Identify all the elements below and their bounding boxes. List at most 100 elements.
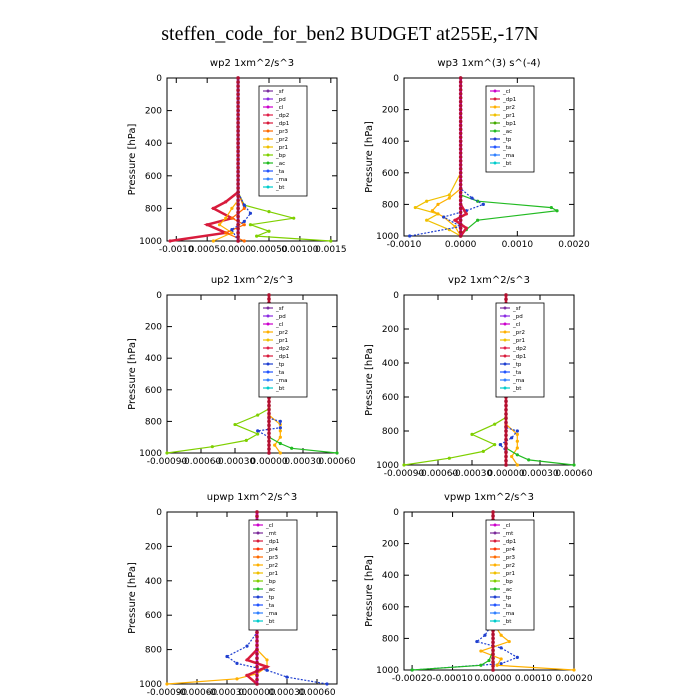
legend-marker [493, 555, 497, 559]
panel-6: vpwp 1xm^2/s^3 0 200 400 600 800 1000-0.00020-… [364, 492, 593, 684]
series-point-zero [236, 202, 240, 207]
series-point-zero [504, 403, 508, 408]
legend-marker [266, 105, 270, 109]
legend-marker [266, 121, 270, 125]
legend-marker [266, 169, 270, 173]
legend-marker [266, 113, 270, 117]
series-point-zero [236, 88, 240, 93]
legend-box [258, 302, 308, 398]
series-point-bp [210, 445, 214, 449]
series-point-dp1 [453, 218, 457, 222]
series-point-zero [458, 178, 463, 183]
x-tick-label: 0.00000 [474, 674, 511, 684]
x-tick-label: -0.00020 [392, 674, 433, 684]
legend-label: _pr2 [275, 330, 288, 336]
series-point-zero [458, 214, 463, 219]
series-point-zero [504, 424, 508, 429]
series-point-zero [491, 668, 495, 672]
legend-label: _cl [275, 322, 284, 328]
x-tick-label: -0.00030 [215, 457, 256, 467]
series-point-pr3 [230, 216, 234, 220]
series-point-pr2 [165, 682, 169, 686]
legend-label: _bt [502, 161, 512, 167]
legend-label: _bt [265, 619, 275, 625]
legend-label: _pr4 [265, 547, 279, 553]
series-point-zero [458, 135, 463, 140]
series-point-tp [483, 633, 487, 637]
series-point-tp [242, 203, 246, 207]
series-point-pr1 [425, 218, 429, 222]
series-point-pr2 [224, 216, 228, 220]
legend-marker [256, 563, 260, 567]
series-point-pr2 [278, 451, 282, 455]
y-tick-label: 400 [382, 571, 399, 581]
y-tick-label: 1000 [139, 449, 162, 459]
series-point-pr2 [436, 202, 440, 206]
series-point-tp [498, 443, 502, 447]
legend-marker [493, 523, 497, 527]
series-point-zero [255, 639, 259, 643]
legend-box [258, 85, 308, 197]
legend-marker [266, 362, 270, 366]
legend-label: _sf [275, 306, 285, 312]
series-point-ac [278, 441, 282, 446]
y-tick-label: 0 [393, 74, 399, 84]
series-point-zero [504, 293, 508, 297]
legend-label: _pr2 [265, 563, 278, 569]
legend-label: _pr2 [512, 330, 525, 336]
legend-marker [503, 354, 507, 358]
legend-marker [503, 306, 507, 310]
series-point-zero [458, 190, 463, 195]
legend-label: _ta [265, 603, 274, 609]
series-point-zero [236, 190, 240, 194]
series-point-zero [236, 206, 240, 211]
series-point-pr2 [510, 454, 514, 459]
series-point-zero [255, 660, 259, 665]
legend-marker [493, 547, 497, 551]
x-tick-label: -0.00060 [418, 469, 459, 479]
series-point-pr1 [425, 199, 429, 203]
series-point-zero [267, 447, 271, 451]
legend-marker [503, 362, 507, 366]
legend-label: _dp1 [502, 97, 516, 103]
series-point-pr2 [211, 239, 215, 243]
series-point-zero [458, 92, 463, 96]
series-point-dp1 [464, 226, 468, 230]
y-axis-label: Pressure [hPa] [364, 344, 375, 416]
series-point-tp [515, 655, 519, 659]
series-point-zero [267, 435, 271, 440]
series-point-zero [267, 439, 271, 443]
series-point-zero [236, 84, 240, 88]
series-point-zero [236, 137, 240, 141]
legend-label: _cl [275, 105, 284, 111]
legend-marker [503, 346, 507, 350]
series-point-zero [236, 198, 240, 203]
series-point-ac [479, 663, 483, 667]
series-point-ac [487, 658, 491, 663]
series-point-zero [267, 431, 271, 436]
series-point-zero [236, 239, 240, 243]
x-tick-label: 0.00020 [555, 674, 592, 684]
legend-label: _ma [502, 611, 514, 617]
legend-marker [493, 603, 497, 607]
y-tick-label: 800 [382, 427, 399, 437]
series-point-zero [236, 80, 240, 84]
legend-marker [493, 137, 497, 141]
series-point-tp [235, 661, 239, 665]
series-point-zero [458, 202, 463, 207]
series-point-zero [236, 145, 240, 150]
legend-marker [266, 330, 270, 334]
y-axis-label: Pressure [hPa] [127, 124, 138, 196]
panel-title: upwp 1xm^2/s^3 [207, 492, 297, 503]
series-point-zero [236, 100, 240, 105]
panel-title: vp2 1xm^2/s^3 [448, 275, 530, 286]
series-point-bp [402, 463, 406, 467]
series-point-tp [515, 429, 519, 433]
series-point-pr2 [495, 663, 499, 667]
series-point-pr2 [217, 223, 222, 227]
series-line-bp [166, 295, 270, 454]
series-point-tp [285, 675, 289, 679]
y-tick-label: 1000 [376, 461, 399, 471]
plot-frame [166, 294, 338, 454]
